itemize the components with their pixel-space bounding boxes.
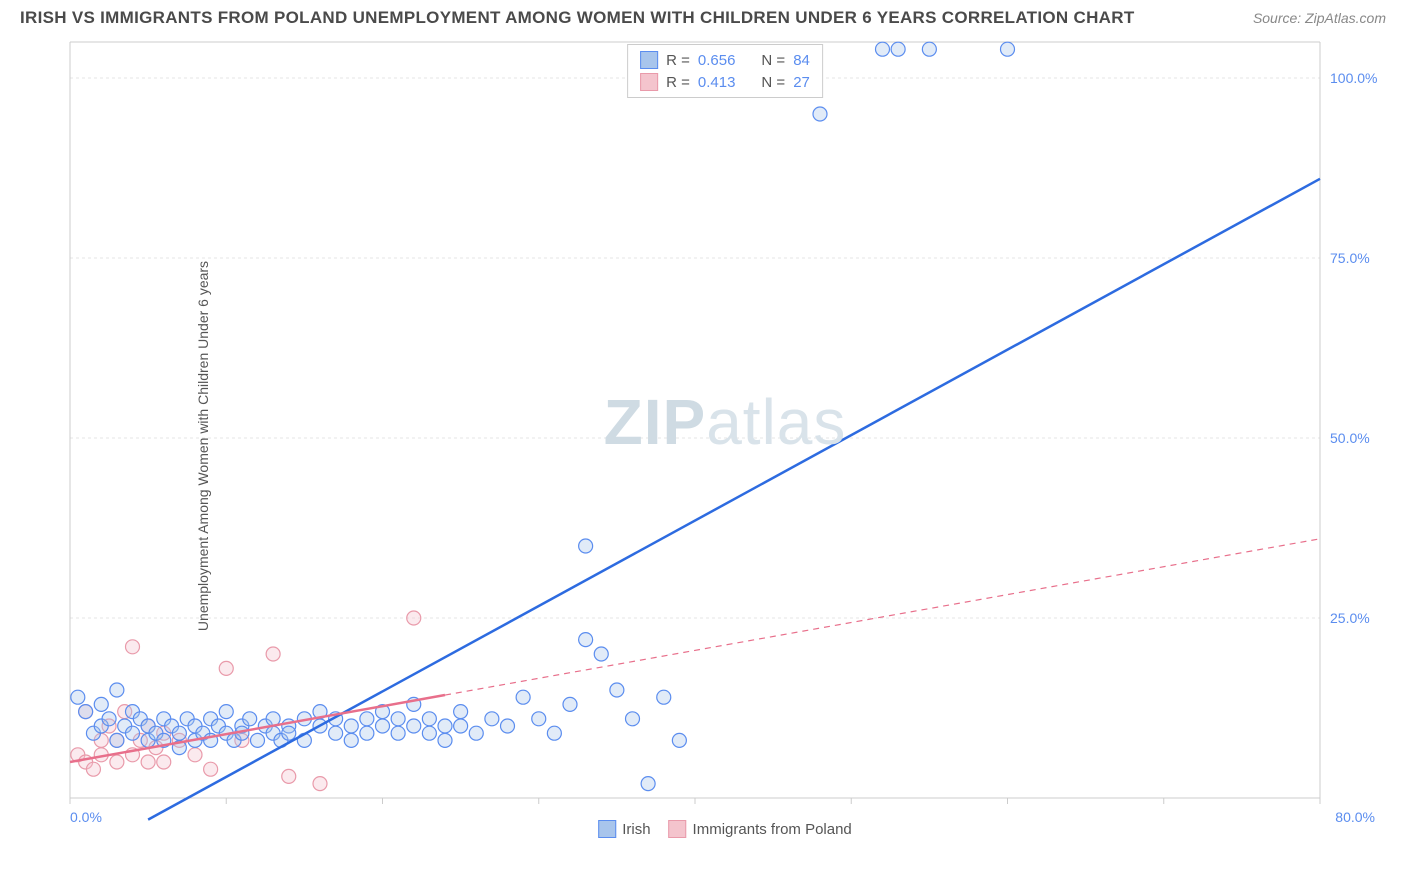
svg-text:25.0%: 25.0% bbox=[1330, 610, 1370, 626]
legend-swatch-icon bbox=[598, 820, 616, 838]
legend-stats: R = 0.656 N = 84 R = 0.413 N = 27 bbox=[627, 44, 823, 98]
legend-label: Immigrants from Poland bbox=[693, 821, 852, 838]
n-value: 27 bbox=[793, 74, 810, 91]
legend-series: Irish Immigrants from Poland bbox=[598, 820, 852, 838]
svg-text:0.0%: 0.0% bbox=[70, 809, 102, 825]
legend-stats-row: R = 0.413 N = 27 bbox=[640, 71, 810, 93]
legend-item: Irish bbox=[598, 820, 650, 838]
svg-text:75.0%: 75.0% bbox=[1330, 250, 1370, 266]
legend-swatch-icon bbox=[640, 73, 658, 91]
r-value: 0.413 bbox=[698, 74, 736, 91]
legend-item: Immigrants from Poland bbox=[669, 820, 852, 838]
chart-title: IRISH VS IMMIGRANTS FROM POLAND UNEMPLOY… bbox=[20, 8, 1135, 28]
n-label: N = bbox=[761, 74, 785, 91]
r-value: 0.656 bbox=[698, 52, 736, 69]
svg-text:100.0%: 100.0% bbox=[1330, 70, 1377, 86]
legend-swatch-icon bbox=[640, 51, 658, 69]
n-label: N = bbox=[761, 52, 785, 69]
svg-text:80.0%: 80.0% bbox=[1335, 809, 1375, 825]
legend-label: Irish bbox=[622, 821, 650, 838]
svg-text:50.0%: 50.0% bbox=[1330, 430, 1370, 446]
scatter-plot-svg: 25.0% 50.0% 75.0% 100.0% 0.0% 80.0% bbox=[60, 38, 1390, 838]
n-value: 84 bbox=[793, 52, 810, 69]
source-credit: Source: ZipAtlas.com bbox=[1253, 10, 1386, 26]
legend-swatch-icon bbox=[669, 820, 687, 838]
legend-stats-row: R = 0.656 N = 84 bbox=[640, 49, 810, 71]
r-label: R = bbox=[666, 74, 690, 91]
r-label: R = bbox=[666, 52, 690, 69]
chart-area: ZIPatlas 25.0%50.0%75.0%100.0%0.0%80.0% … bbox=[60, 38, 1390, 838]
